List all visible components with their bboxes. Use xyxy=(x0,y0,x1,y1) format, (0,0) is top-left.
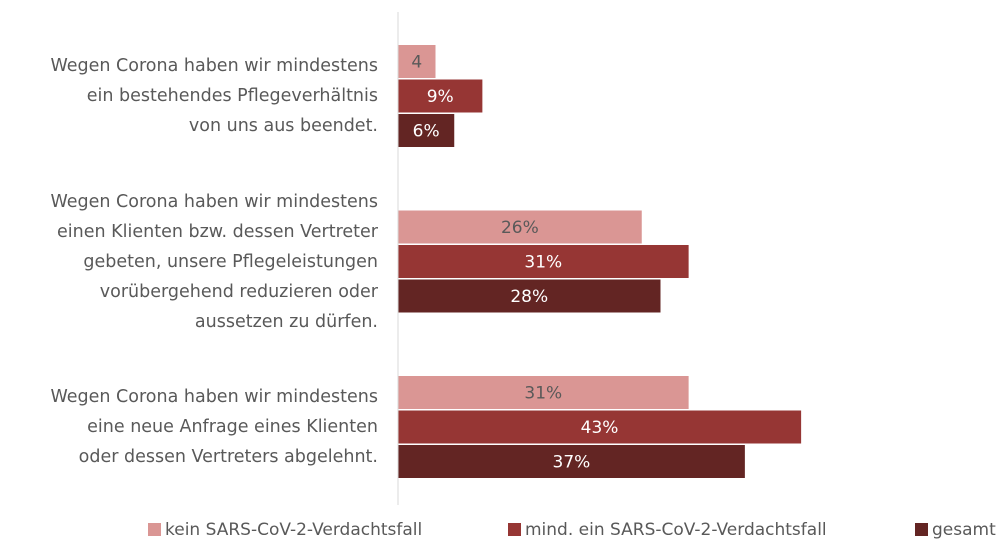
bar xyxy=(398,79,483,113)
value-label: 28% xyxy=(510,287,548,307)
bar xyxy=(398,114,455,147)
value-label: 31% xyxy=(524,253,562,273)
legend-label: mind. ein SARS-CoV-2-Verdachtsfall xyxy=(525,520,827,540)
legend-swatch xyxy=(915,523,928,536)
bar xyxy=(398,210,642,244)
category-label: Wegen Corona haben wir mindestens ein be… xyxy=(50,56,378,136)
legend-swatch xyxy=(508,523,521,536)
bar xyxy=(398,279,661,313)
bar xyxy=(398,376,689,409)
value-label: 37% xyxy=(553,453,591,473)
value-label: 43% xyxy=(581,418,619,438)
bar xyxy=(398,245,689,278)
value-label: 6% xyxy=(413,122,440,142)
value-label: 4 xyxy=(411,53,422,73)
bar xyxy=(398,445,745,478)
legend-swatch xyxy=(148,523,161,536)
legend-label: gesamt xyxy=(932,520,996,540)
bar xyxy=(398,45,436,78)
bar xyxy=(398,410,802,444)
value-label: 31% xyxy=(524,384,562,404)
category-label: Wegen Corona haben wir mindestens eine n… xyxy=(50,387,378,467)
legend-label: kein SARS-CoV-2-Verdachtsfall xyxy=(165,520,422,540)
category-label: Wegen Corona haben wir mindestens einen … xyxy=(50,191,378,332)
value-label: 26% xyxy=(501,218,539,238)
value-label: 9% xyxy=(427,87,454,107)
